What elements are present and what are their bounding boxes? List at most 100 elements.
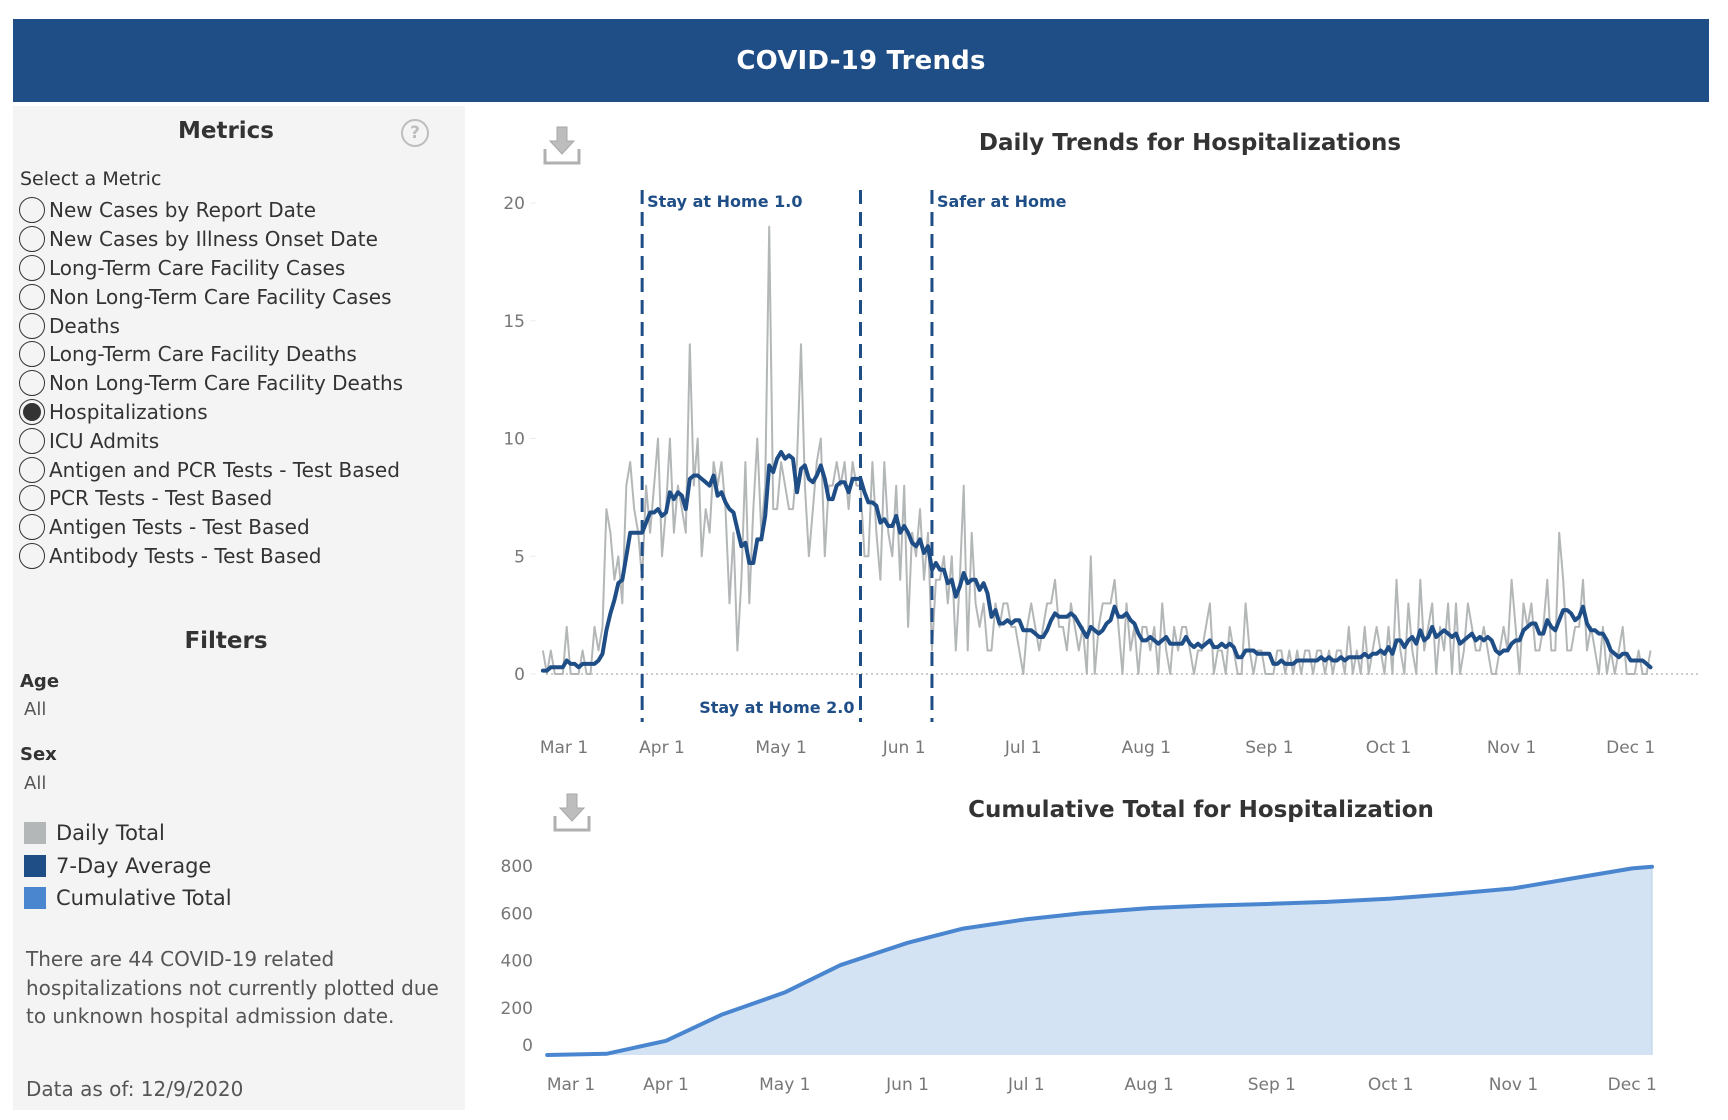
daily-trends-chart: 0 5 10 15 20 Mar 1 Apr 1 May 1 Jun 1 Jul 1 Aug 1 Se… [503,190,1700,758]
sex-filter-label: Sex [20,744,57,765]
cumulative-total-swatch [24,887,46,910]
seven-day-average-line [540,450,1653,673]
radio-unselected-icon[interactable] [19,254,45,281]
x-tick-label: Apr 1 [639,738,685,758]
x-tick-label: May 1 [759,1075,810,1095]
x-tick-label: Apr 1 [643,1075,689,1095]
y-tick-label: 200 [501,999,533,1019]
x-tick-label: Jun 1 [882,738,926,758]
legend-label: Daily Total [56,821,165,846]
metric-option[interactable]: New Cases by Report Date [19,196,403,225]
metric-option[interactable]: PCR Tests - Test Based [19,484,403,513]
metric-option-label: Antibody Tests - Test Based [49,543,322,568]
legend-label: Cumulative Total [56,886,232,911]
metric-option[interactable]: Long-Term Care Facility Deaths [19,340,403,369]
metric-option-label: New Cases by Report Date [49,198,317,223]
download-icon[interactable] [552,792,592,834]
data-as-of: Data as of: 12/9/2020 [26,1077,244,1101]
cumulative-chart: 0 200 400 600 800 Mar 1 Apr 1 May 1 Jun 1 Jul 1 Au… [501,857,1657,1095]
x-tick-label: Aug 1 [1124,1075,1173,1095]
sex-filter-value[interactable]: All [24,773,47,794]
metric-option[interactable]: Hospitalizations [19,398,403,427]
cumulative-area [547,866,1653,1055]
metric-option-label: Hospitalizations [49,399,208,424]
legend-item-cumulative-total: Cumulative Total [24,882,232,915]
legend-item-7-day-average: 7-Day Average [24,850,232,883]
metric-option[interactable]: Antigen and PCR Tests - Test Based [19,455,403,484]
y-tick-label: 5 [514,547,525,567]
y-tick-label: 15 [503,312,525,332]
y-tick-label: 800 [501,857,533,877]
x-tick-label: Jul 1 [1007,1075,1045,1095]
x-tick-label: Mar 1 [547,1075,595,1095]
event-marker-label: Safer at Home [937,192,1067,211]
legend: Daily Total 7-Day Average Cumulative Tot… [24,817,232,915]
metric-option-label: New Cases by Illness Onset Date [49,227,378,252]
radio-unselected-icon[interactable] [19,226,45,253]
x-tick-label: Dec 1 [1608,1075,1657,1095]
x-tick-label: Sep 1 [1245,738,1293,758]
metric-option-label: ICU Admits [49,428,160,453]
daily-chart-title: Daily Trends for Hospitalizations [978,130,1402,156]
x-tick-label: Oct 1 [1366,738,1412,758]
daily-total-line [541,225,1652,675]
x-tick-label: Mar 1 [540,738,588,758]
radio-unselected-icon[interactable] [19,197,45,224]
metric-option-label: Non Long-Term Care Facility Cases [49,284,392,309]
x-tick-label: May 1 [755,738,806,758]
metric-option[interactable]: Non Long-Term Care Facility Cases [19,282,403,311]
metric-option-label: Antigen Tests - Test Based [49,515,310,540]
radio-unselected-icon[interactable] [19,514,45,541]
metric-option-label: PCR Tests - Test Based [49,486,273,511]
x-tick-label: Nov 1 [1489,1075,1538,1095]
x-tick-label: Dec 1 [1606,738,1655,758]
x-tick-label: Oct 1 [1368,1075,1414,1095]
x-tick-label: Jul 1 [1004,738,1042,758]
radio-unselected-icon[interactable] [19,370,45,397]
x-tick-label: Jun 1 [885,1075,929,1095]
filters-heading: Filters [184,628,268,654]
x-tick-label: Sep 1 [1248,1075,1296,1095]
select-metric-label: Select a Metric [20,168,162,190]
seven-day-average-swatch [24,854,46,877]
download-icon[interactable] [542,125,582,167]
metric-option[interactable]: Non Long-Term Care Facility Deaths [19,369,403,398]
event-marker-label: Stay at Home 1.0 [647,192,802,211]
unplotted-note: There are 44 COVID-19 related hospitaliz… [26,947,439,1028]
metric-option[interactable]: Deaths [19,311,403,340]
metric-radio-group: New Cases by Report Date New Cases by Ill… [19,196,403,570]
x-tick-label: Nov 1 [1487,738,1536,758]
question-circle-icon[interactable]: ? [401,119,429,147]
radio-unselected-icon[interactable] [19,312,45,339]
metric-option-label: Non Long-Term Care Facility Deaths [49,371,404,396]
radio-unselected-icon[interactable] [19,456,45,483]
event-marker-label: Stay at Home 2.0 [699,698,854,717]
metric-option-label: Antigen and PCR Tests - Test Based [49,457,400,482]
x-tick-label: Aug 1 [1122,738,1171,758]
metric-option[interactable]: Long-Term Care Facility Cases [19,254,403,283]
metric-option-label: Long-Term Care Facility Cases [49,255,346,280]
daily-total-swatch [24,822,46,845]
y-tick-label: 0 [522,1036,533,1056]
radio-selected-icon[interactable] [19,398,45,425]
y-tick-label: 0 [514,665,525,685]
metric-option-label: Deaths [49,313,120,338]
metric-option[interactable]: Antibody Tests - Test Based [19,542,403,571]
radio-unselected-icon[interactable] [19,542,45,569]
radio-dot [23,402,41,421]
legend-item-daily-total: Daily Total [24,817,232,850]
dashboard-header: COVID-19 Trends [13,19,1709,102]
metric-option[interactable]: ICU Admits [19,426,403,455]
age-filter-value[interactable]: All [24,699,47,720]
dashboard-title: COVID-19 Trends [736,45,986,76]
metric-option[interactable]: New Cases by Illness Onset Date [19,225,403,254]
radio-unselected-icon[interactable] [19,283,45,310]
metric-option[interactable]: Antigen Tests - Test Based [19,513,403,542]
y-tick-label: 10 [503,430,525,450]
metrics-heading: Metrics [177,118,275,144]
radio-unselected-icon[interactable] [19,485,45,512]
radio-unselected-icon[interactable] [19,341,45,368]
y-tick-label: 400 [501,952,533,972]
radio-unselected-icon[interactable] [19,427,45,454]
